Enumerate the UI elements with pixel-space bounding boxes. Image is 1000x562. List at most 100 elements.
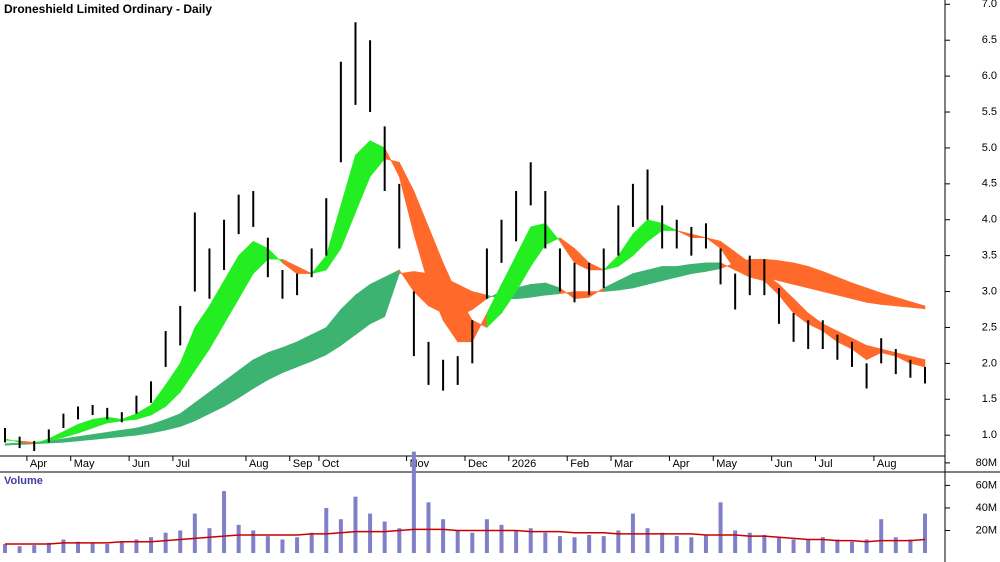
volume-bar xyxy=(601,536,606,553)
ribbon-segment xyxy=(691,262,707,274)
volume-average xyxy=(5,528,926,545)
volume-bar xyxy=(645,528,650,553)
volume-bar xyxy=(543,532,548,553)
volume-bar xyxy=(222,491,227,553)
volume-bar xyxy=(251,530,256,553)
volume-bar xyxy=(338,519,343,553)
chart-title: Droneshield Limited Ordinary - Daily xyxy=(4,2,212,16)
volume-bar xyxy=(46,542,51,553)
volume-bar xyxy=(587,534,592,553)
y-tick-label: 2.0 xyxy=(982,357,997,369)
y-tick-label: 3.0 xyxy=(982,285,997,297)
volume-bar xyxy=(762,534,767,553)
x-tick-label: Jul xyxy=(176,458,190,470)
volume-bar xyxy=(557,536,562,553)
volume-bar xyxy=(368,513,373,553)
y-tick-label: 6.0 xyxy=(982,70,997,82)
volume-bar xyxy=(382,521,387,553)
y-tick-label: 5.5 xyxy=(982,106,997,118)
volume-bar xyxy=(76,541,81,553)
volume-bar xyxy=(908,539,913,553)
x-tick-label: Apr xyxy=(672,458,689,470)
volume-bar xyxy=(470,532,475,553)
ribbon-segment xyxy=(778,260,794,285)
y-tick-label: 1.0 xyxy=(982,429,997,441)
y-tick-label: 40M xyxy=(976,502,997,514)
ribbon-segment xyxy=(910,355,926,368)
volume-bar xyxy=(192,513,197,553)
volume-bar xyxy=(718,502,723,553)
x-tick-label: Mar xyxy=(614,458,633,470)
volume-bar xyxy=(324,507,329,553)
volume-bar xyxy=(528,528,533,553)
y-tick-label: 4.0 xyxy=(982,214,997,226)
ribbon-segment xyxy=(910,301,926,310)
x-tick-label: Apr xyxy=(30,458,47,470)
volume-bar xyxy=(893,537,898,553)
x-tick-label: Oct xyxy=(322,458,339,470)
y-tick-label: 4.5 xyxy=(982,178,997,190)
volume-bar xyxy=(105,543,110,553)
y-tick-label: 6.5 xyxy=(982,34,997,46)
volume-bar xyxy=(484,519,489,553)
volume-bar xyxy=(353,496,358,553)
ribbon-segment xyxy=(530,282,546,298)
volume-bar xyxy=(411,451,416,553)
volume-bar xyxy=(119,541,124,553)
ribbon-segment xyxy=(793,262,809,289)
volume-bar xyxy=(616,530,621,553)
volume-bar xyxy=(134,539,139,553)
volume-bar xyxy=(849,541,854,553)
volume-bar xyxy=(864,539,869,553)
x-tick-label: Dec xyxy=(468,458,488,470)
volume-bar xyxy=(32,545,37,553)
y-tick-label: 3.5 xyxy=(982,250,997,262)
volume-bar xyxy=(280,539,285,553)
volume-bar xyxy=(90,542,95,553)
volume-bar xyxy=(733,530,738,553)
volume-bar xyxy=(397,528,402,553)
volume-bar xyxy=(776,537,781,553)
volume-bar xyxy=(61,539,66,553)
plot: 1.0 1.5 2.0 2.5 3.0 3.5 4.0 4.5 5.0 5.5 6.0 6.5 7.0 A… xyxy=(3,0,997,553)
x-tick-label: Jul xyxy=(818,458,832,470)
x-tick-label: Aug xyxy=(877,458,897,470)
y-tick-label: 1.5 xyxy=(982,393,997,405)
y-tick-label: 60M xyxy=(976,479,997,491)
volume-bar xyxy=(806,539,811,553)
volume-bar xyxy=(791,539,796,553)
y-tick-label: 2.5 xyxy=(982,321,997,333)
volume-bar xyxy=(3,543,7,553)
ribbon-segment xyxy=(574,291,590,300)
volume-bar xyxy=(674,536,679,553)
y-tick-label: 5.0 xyxy=(982,142,997,154)
volume-bar xyxy=(689,537,694,553)
volume-bar xyxy=(309,532,314,553)
ribbon-segment xyxy=(4,442,20,446)
volume-bar xyxy=(265,536,270,553)
volume-bar xyxy=(455,530,460,553)
volume-bar xyxy=(207,528,212,553)
volume-bar xyxy=(236,524,241,553)
volume-bar xyxy=(426,502,431,553)
y-tick-label: 80M xyxy=(976,457,997,469)
volume-bar xyxy=(703,534,708,553)
volume-bar xyxy=(17,546,22,553)
volume-bar xyxy=(295,537,300,553)
x-tick-label: Jun xyxy=(775,458,793,470)
volume-bar xyxy=(178,530,183,553)
volume-bar xyxy=(747,532,752,553)
volume-bar xyxy=(879,519,884,553)
volume-bar xyxy=(923,513,927,553)
volume-bar xyxy=(163,532,168,553)
y-tick-label: 7.0 xyxy=(982,0,997,10)
volume-title: Volume xyxy=(4,475,43,487)
volume-bar xyxy=(660,532,665,553)
x-tick-label: May xyxy=(74,458,95,470)
ribbon-segment xyxy=(282,341,298,374)
x-tick-label: May xyxy=(716,458,737,470)
x-tick-label: Jun xyxy=(132,458,150,470)
ribbon-segment xyxy=(369,276,385,325)
volume-bar xyxy=(499,524,504,553)
